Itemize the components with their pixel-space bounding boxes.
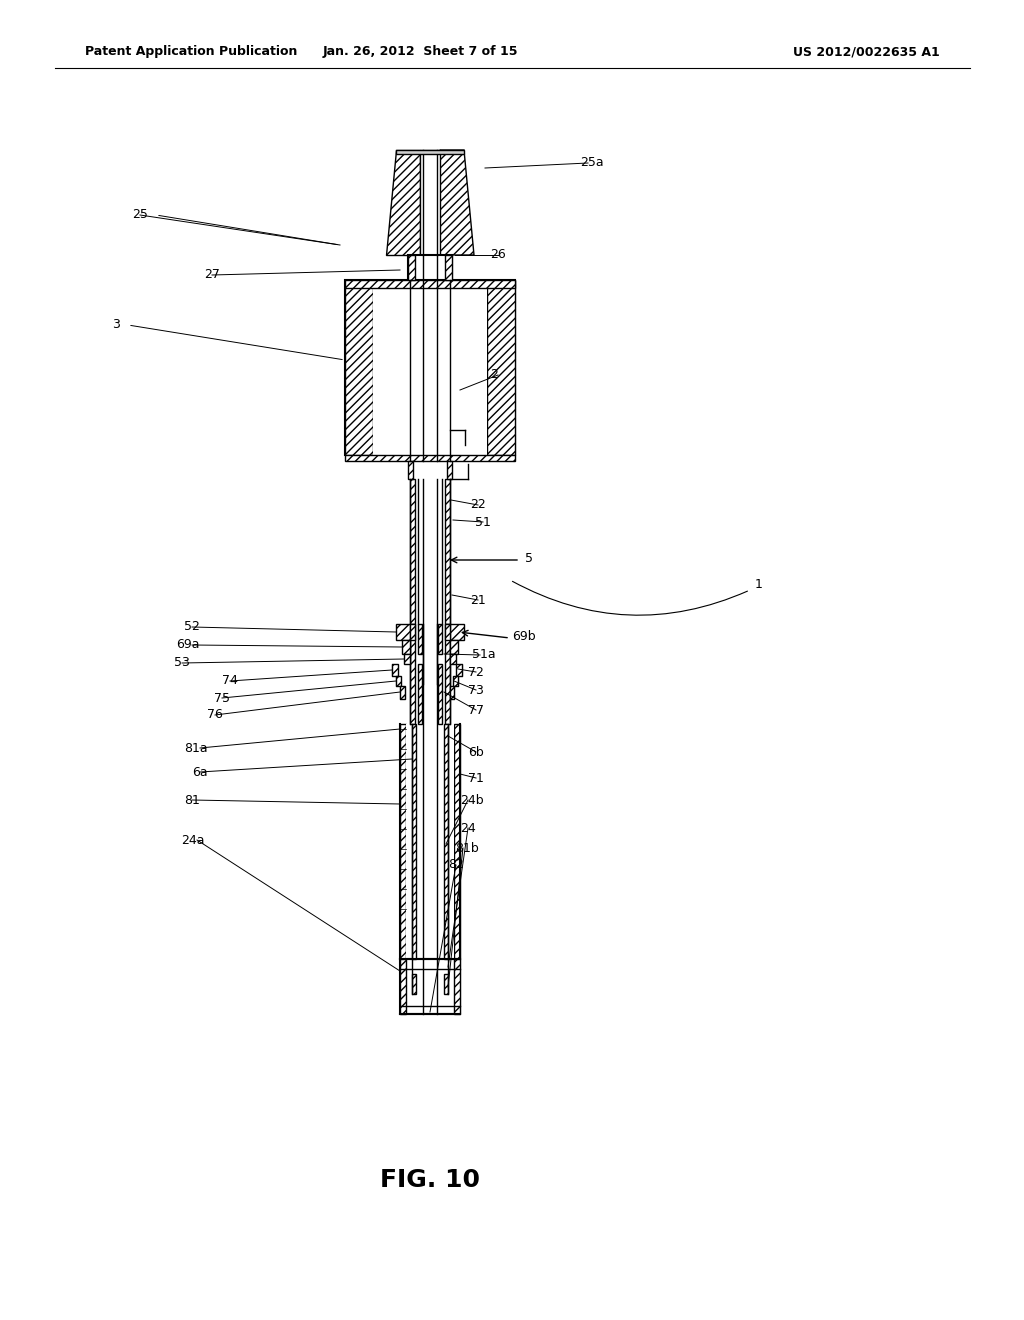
Bar <box>444 974 449 994</box>
Text: 3: 3 <box>112 318 120 331</box>
Polygon shape <box>440 150 474 255</box>
Text: 72: 72 <box>468 665 484 678</box>
Text: 22: 22 <box>470 499 485 511</box>
Bar <box>345 280 515 455</box>
Text: 69a: 69a <box>176 639 200 652</box>
Bar <box>408 255 452 280</box>
Bar <box>454 723 460 960</box>
Bar <box>450 686 454 700</box>
Bar <box>404 653 410 664</box>
Bar <box>450 640 458 653</box>
Text: 1: 1 <box>755 578 763 591</box>
Text: 69b: 69b <box>512 630 536 643</box>
Text: 53: 53 <box>174 656 190 669</box>
Bar <box>454 960 460 1014</box>
Text: 6a: 6a <box>193 766 208 779</box>
Bar <box>373 280 487 455</box>
Bar <box>487 280 515 455</box>
Bar <box>402 640 410 653</box>
Text: 2: 2 <box>490 368 498 381</box>
Text: 51: 51 <box>475 516 490 528</box>
Bar <box>456 664 462 676</box>
Text: 81: 81 <box>184 793 200 807</box>
Bar <box>450 653 456 664</box>
Text: 25a: 25a <box>580 157 603 169</box>
Text: 81a: 81a <box>184 742 208 755</box>
Polygon shape <box>386 150 420 255</box>
Bar <box>396 150 464 154</box>
Bar <box>408 255 415 280</box>
Bar <box>396 676 401 686</box>
Bar <box>444 723 449 960</box>
Text: 24b: 24b <box>460 793 483 807</box>
Text: Patent Application Publication: Patent Application Publication <box>85 45 297 58</box>
Text: 82: 82 <box>449 858 464 871</box>
Text: 71: 71 <box>468 771 484 784</box>
Bar <box>450 624 464 640</box>
Text: 77: 77 <box>468 704 484 717</box>
Text: 5: 5 <box>525 552 534 565</box>
Text: US 2012/0022635 A1: US 2012/0022635 A1 <box>794 45 940 58</box>
Bar <box>400 960 406 1014</box>
Bar <box>410 624 415 640</box>
Text: 27: 27 <box>204 268 220 281</box>
Bar <box>420 150 440 255</box>
Text: 52: 52 <box>184 620 200 634</box>
Text: 73: 73 <box>468 684 484 697</box>
Text: FIG. 10: FIG. 10 <box>380 1168 480 1192</box>
Text: 51a: 51a <box>472 648 496 661</box>
Bar <box>408 461 413 479</box>
Bar <box>345 280 373 455</box>
Bar <box>410 624 415 723</box>
Bar <box>445 479 450 624</box>
Bar <box>445 624 450 723</box>
Text: 6b: 6b <box>468 746 483 759</box>
Bar <box>445 624 450 640</box>
Bar <box>400 960 460 1014</box>
Bar <box>418 664 422 723</box>
Bar <box>447 461 452 479</box>
Text: 81b: 81b <box>455 842 479 854</box>
Bar <box>438 664 442 723</box>
Text: 75: 75 <box>214 692 230 705</box>
Bar <box>392 664 398 676</box>
Bar <box>406 723 454 960</box>
Text: 24: 24 <box>460 821 476 834</box>
Text: 24a: 24a <box>181 833 205 846</box>
Text: Jan. 26, 2012  Sheet 7 of 15: Jan. 26, 2012 Sheet 7 of 15 <box>323 45 518 58</box>
Bar <box>396 624 410 640</box>
Bar <box>400 723 406 960</box>
Bar <box>345 280 515 288</box>
Text: 26: 26 <box>490 248 506 261</box>
Bar <box>412 723 416 960</box>
Bar <box>410 479 415 624</box>
Bar <box>400 686 406 700</box>
Text: 25: 25 <box>132 209 148 222</box>
Text: 76: 76 <box>207 709 223 722</box>
Bar <box>345 455 515 461</box>
Bar <box>418 624 422 653</box>
Bar <box>445 255 452 280</box>
Text: 74: 74 <box>222 675 238 688</box>
Text: 21: 21 <box>470 594 485 606</box>
Bar <box>438 624 442 653</box>
Bar <box>412 974 416 994</box>
Bar <box>453 676 458 686</box>
